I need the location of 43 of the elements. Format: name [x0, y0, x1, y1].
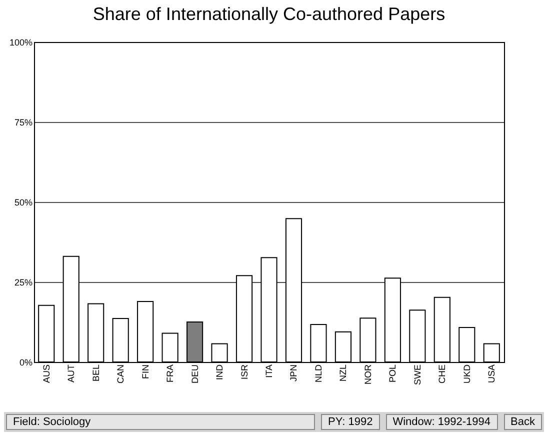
x-tick-label: AUS	[41, 364, 52, 384]
x-tick-label: AUT	[66, 364, 76, 382]
bar	[211, 343, 228, 362]
x-tick-label: SWE	[412, 364, 422, 386]
x-tick-label: CHE	[437, 364, 448, 384]
x-tick-label: NLD	[313, 364, 324, 383]
bar	[458, 326, 476, 362]
x-tick-label: USA	[486, 364, 497, 384]
chart-title: Share of Internationally Co-authored Papers	[92, 4, 446, 24]
x-tick-label: DEU	[190, 364, 200, 384]
x-tick-label: ISR	[239, 364, 250, 380]
x-tick-label: FIN	[140, 364, 150, 379]
bar	[483, 343, 500, 362]
bar	[137, 301, 154, 362]
x-tick-label: BEL	[90, 364, 101, 382]
y-tick-label: 100%	[9, 38, 32, 48]
bar	[310, 324, 327, 362]
text: Back	[504, 414, 542, 430]
bar	[334, 331, 352, 362]
bar	[186, 322, 204, 362]
text: Window: 1992-1994	[386, 414, 498, 430]
y-tick-label: 25%	[14, 278, 32, 288]
x-tick-label: ITA	[264, 364, 274, 378]
bar	[409, 310, 426, 362]
x-tick-label: CAN	[116, 364, 126, 384]
x-tick-label: IND	[214, 364, 225, 380]
x-tick-label: FRA	[165, 364, 176, 382]
bar	[88, 303, 104, 362]
text: Field: Sociology	[6, 414, 316, 430]
bar	[162, 332, 178, 362]
x-tick-label: JPN	[288, 364, 299, 382]
y-tick-label: 75%	[14, 118, 32, 128]
y-tick-label: 50%	[14, 198, 32, 208]
text: PY: 1992	[321, 414, 380, 430]
x-tick-label: NZL	[338, 364, 348, 382]
y-tick-label: 0%	[19, 358, 32, 368]
x-tick-label: UKD	[462, 364, 472, 384]
bar	[38, 304, 55, 362]
bar	[112, 318, 129, 362]
x-tick-label: NOR	[362, 364, 373, 384]
bar	[360, 318, 376, 362]
bar	[434, 296, 450, 362]
x-tick-label: POL	[388, 364, 398, 383]
